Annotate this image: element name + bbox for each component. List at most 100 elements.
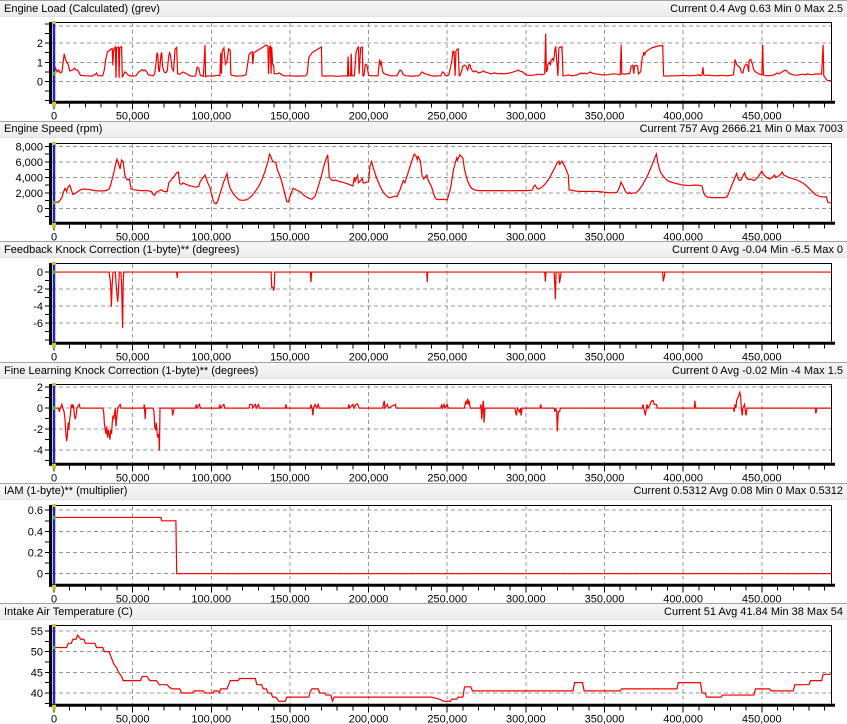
plot-border-left [49,383,52,466]
graph-plot-area[interactable]: 55 50 45 40 0 50,000 100,000 150,000 200,000 250,… [0,620,847,724]
y-tick-label: 40 [31,688,43,700]
x-tick-label: 200,000 [349,111,389,121]
x-tick-label: 350,000 [585,111,625,121]
cursor-marker-top [52,624,56,628]
plot-border-bottom [49,342,835,346]
x-tick-label: 150,000 [270,352,310,362]
y-tick-label: 0.2 [28,547,43,559]
cursor-marker-top [52,262,56,266]
y-tick-label: 2,000 [16,188,43,200]
x-tick-label: 50,000 [116,593,150,603]
y-tick-label: 0 [37,403,43,415]
data-trace [54,516,831,574]
plot-border-left [49,504,52,587]
x-tick-label: 100,000 [191,473,231,483]
graph-plot-area[interactable]: 2 0 -2 -4 0 50,000 100,000 150,000 200,000 250,00… [0,379,847,483]
graph-title: Feedback Knock Correction (1-byte)** (de… [4,243,240,256]
plot-background [52,626,831,705]
graph-stats: Current 51 Avg 41.84 Min 38 Max 54 [664,605,843,618]
graph-plot-area[interactable]: 0 2,000 4,000 6,000 8,000 0 50,000 100,000 150,0… [0,138,847,242]
x-tick-label: 100,000 [191,111,231,121]
x-tick-label: 0 [51,714,57,724]
x-tick-label: 250,000 [427,231,467,241]
chart-canvas[interactable]: 0.6 0.4 0.2 0 0 50,000 100,000 150,000 200,000 25… [0,500,847,604]
y-tick-label: 0.6 [28,505,43,517]
x-tick-label: 300,000 [506,473,546,483]
graph-title: Engine Load (Calculated) (grev) [4,2,160,15]
plot-border-bottom [49,100,835,104]
graph-plot-area[interactable]: 0.6 0.4 0.2 0 0 50,000 100,000 150,000 200,000 25… [0,500,847,604]
graph-title: Engine Speed (rpm) [4,123,103,136]
chart-canvas[interactable]: 0 2,000 4,000 6,000 8,000 0 50,000 100,000 150,0… [0,138,847,242]
data-trace [53,151,832,205]
graph-panel: Engine Load (Calculated) (grev) Current … [0,0,847,121]
graph-header: IAM (1-byte)** (multiplier) Current 0.53… [0,482,847,500]
graph-panel: Intake Air Temperature (C) Current 51 Av… [0,603,847,724]
x-tick-label: 250,000 [427,352,467,362]
y-tick-label: 0 [37,203,43,215]
data-trace [54,271,831,329]
graph-plot-area[interactable]: 0 1 2 0 50,000 100,000 150,000 200,000 250,000 30… [0,17,847,121]
chart-canvas[interactable]: 2 0 -2 -4 0 50,000 100,000 150,000 200,000 250,00… [0,379,847,483]
cursor-marker-bottom [52,222,56,228]
current-value-dot [52,515,56,519]
chart-canvas[interactable]: 0 1 2 0 50,000 100,000 150,000 200,000 250,000 30… [0,17,847,121]
graph-title: Intake Air Temperature (C) [4,605,133,618]
x-tick-label: 150,000 [270,473,310,483]
cursor-marker-top [52,141,56,145]
graph-header: Fine Learning Knock Correction (1-byte)*… [0,362,847,380]
x-tick-label: 200,000 [349,352,389,362]
x-tick-label: 150,000 [270,714,310,724]
x-tick-label: 200,000 [349,473,389,483]
current-value-dot [52,72,56,76]
x-tick-label: 0 [51,473,57,483]
y-tick-label: 4,000 [16,172,43,184]
current-value-dot [52,270,56,275]
x-tick-label: 50,000 [116,352,150,362]
data-trace [53,33,831,82]
data-trace [54,390,831,451]
x-tick-label: 200,000 [349,231,389,241]
y-tick-label: -2 [33,284,43,296]
graph-header: Engine Load (Calculated) (grev) Current … [0,0,847,17]
graph-header: Engine Speed (rpm) Current 757 Avg 2666.… [0,120,847,138]
plot-background [52,505,831,584]
graph-stats: Current 0 Avg -0.02 Min -4 Max 1.5 [672,364,843,377]
plot-border-bottom [49,221,835,225]
x-tick-label: 300,000 [506,714,546,724]
x-tick-label: 250,000 [427,593,467,603]
x-tick-label: 150,000 [270,111,310,121]
graph-stats: Current 0 Avg -0.04 Min -6.5 Max 0 [672,243,843,256]
x-tick-label: 100,000 [191,714,231,724]
graph-panel: Engine Speed (rpm) Current 757 Avg 2666.… [0,120,847,242]
graph-plot-area[interactable]: 0 -2 -4 -6 0 50,000 100,000 150,000 200,000 250,0… [0,258,847,362]
y-tick-label: 6,000 [16,157,43,169]
chart-canvas[interactable]: 55 50 45 40 0 50,000 100,000 150,000 200,000 250,… [0,620,847,724]
graph-stats: Current 0.4 Avg 0.63 Min 0 Max 2.5 [670,2,843,15]
plot-border-bottom [49,462,835,466]
y-tick-label: 8,000 [16,141,43,153]
x-tick-label: 450,000 [742,714,782,724]
x-tick-label: 0 [51,111,57,121]
x-tick-label: 50,000 [116,714,150,724]
chart-canvas[interactable]: 0 -2 -4 -6 0 50,000 100,000 150,000 200,000 250,0… [0,258,847,362]
cursor-marker-bottom [52,343,56,349]
x-tick-label: 0 [51,593,57,603]
graph-panel: Fine Learning Knock Correction (1-byte)*… [0,362,847,483]
plot-border-left [49,21,52,104]
x-tick-label: 400,000 [663,714,703,724]
current-value-dot [52,200,56,205]
plot-border-bottom [49,583,835,587]
x-tick-label: 350,000 [585,593,625,603]
cursor-marker-top [52,503,56,507]
x-tick-label: 300,000 [506,111,546,121]
y-tick-label: 0 [37,568,43,580]
x-tick-label: 400,000 [663,111,703,121]
current-value-dot [52,406,56,410]
plot-background [52,264,831,343]
graph-header: Feedback Knock Correction (1-byte)** (de… [0,241,847,259]
plot-border-bottom [49,704,835,708]
x-tick-label: 100,000 [191,231,231,241]
x-tick-label: 450,000 [742,593,782,603]
y-tick-label: 45 [31,668,43,680]
